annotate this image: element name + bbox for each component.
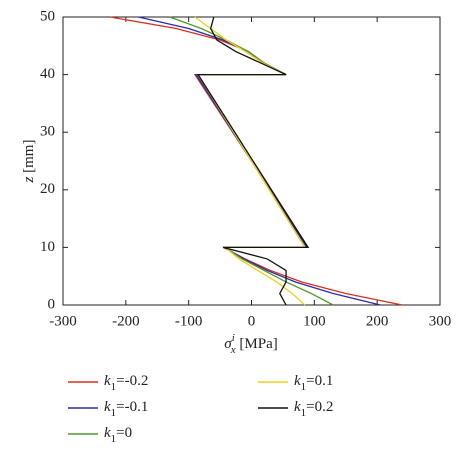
x-tick-label: 0: [248, 313, 256, 329]
label-part: i: [232, 332, 235, 344]
label-part: σ: [224, 336, 232, 352]
label-part: 1: [111, 407, 117, 419]
y-tick-label: 10: [40, 239, 55, 255]
label-part: k: [294, 373, 301, 389]
x-tick-label: 100: [303, 313, 326, 329]
label-part: k: [294, 399, 301, 415]
label-part: [MPa]: [239, 336, 277, 352]
legend-label: k1=0.1: [294, 373, 333, 392]
label-part: =0.2: [306, 399, 333, 415]
label-part: =0.1: [306, 373, 333, 389]
y-axis-label: z [mm]: [21, 140, 37, 184]
series-line: [196, 16, 310, 306]
x-tick-label: 300: [429, 313, 452, 329]
y-tick-label: 0: [48, 296, 56, 312]
label-part: x: [230, 344, 236, 356]
label-part: =-0.2: [116, 373, 148, 389]
x-tick-label: -100: [175, 313, 203, 329]
label-part: [mm]: [21, 140, 37, 173]
y-tick-label: 40: [40, 66, 55, 82]
legend-label: k1=-0.2: [104, 373, 148, 392]
x-tick-label: -300: [49, 313, 77, 329]
x-axis-label: σi x [MPa]: [224, 332, 277, 356]
y-tick-label: 50: [40, 8, 55, 24]
label-part: =-0.1: [116, 399, 148, 415]
series-line: [194, 16, 307, 306]
label-part: 1: [111, 381, 117, 393]
label-part: k: [104, 373, 111, 389]
series-line: [110, 16, 403, 306]
y-tick-label: 20: [40, 181, 55, 197]
legend-label: k1=-0.1: [104, 399, 148, 418]
legend-label: k1=0.2: [294, 399, 333, 418]
label-part: z: [21, 176, 37, 183]
legend-label: k1=0: [104, 425, 132, 444]
y-tick-label: 30: [40, 124, 55, 140]
x-tick-label: -200: [112, 313, 140, 329]
label-part: =0: [116, 425, 132, 441]
x-tick-label: 200: [366, 313, 389, 329]
label-part: k: [104, 425, 111, 441]
label-part: 1: [111, 433, 117, 445]
label-part: k: [104, 399, 111, 415]
label-part: 1: [301, 407, 307, 419]
label-part: 1: [301, 381, 307, 393]
